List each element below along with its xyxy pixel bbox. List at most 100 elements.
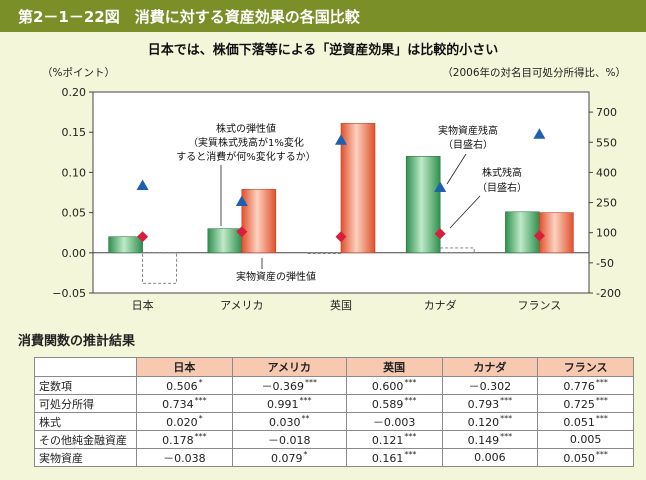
table-cell: 0.030** [231, 412, 347, 431]
table-title: 消費関数の推計結果 [18, 334, 136, 349]
annotation-real-asset-stock-axis: （目盛右） [443, 138, 493, 151]
bar-real-asset-elasticity [241, 188, 277, 254]
table-header-cell: カナダ [441, 357, 539, 377]
x-tick-label: フランス [518, 299, 562, 312]
bar-stock-elasticity [207, 228, 243, 254]
bar-real-asset-elasticity [340, 123, 376, 254]
significance-stars: * [198, 414, 203, 423]
table-cell: －0.003 [345, 412, 443, 431]
cell-value: －0.003 [372, 415, 416, 429]
significance-stars: ** [301, 414, 310, 423]
leader-real-asset-stock [446, 153, 467, 185]
figure-header-bar: 第2－1－22図 消費に対する資産効果の各国比較 [0, 0, 646, 32]
table-row: 実物資産 －0.038 0.079* 0.161*** 0.006 0.050*** [34, 448, 634, 467]
table-header-cell: 英国 [345, 357, 443, 377]
row-label: 可処分所得 [34, 394, 137, 413]
cell-value: 0.734 [162, 398, 194, 411]
bar-stock-elasticity [306, 252, 342, 255]
cell-value: －0.038 [163, 451, 206, 465]
x-tick-label: アメリカ [220, 299, 263, 312]
marker-real-asset-stock [235, 195, 248, 207]
significance-stars: *** [500, 396, 513, 405]
row-label: その他純金融資産 [34, 430, 137, 449]
figure-title: 第2－1－22図 消費に対する資産効果の各国比較 [18, 8, 360, 26]
x-tick-label: カナダ [424, 298, 457, 312]
marker-stock-stock [434, 228, 446, 240]
significance-stars: *** [595, 378, 608, 387]
bar-stock-elasticity [405, 156, 441, 254]
significance-stars: *** [299, 396, 312, 405]
cell-value: 0.725 [563, 398, 595, 411]
marker-stock-stock [236, 226, 248, 238]
leader-stock-stock [449, 195, 481, 229]
y-tick-label-right: 700 [596, 106, 617, 119]
table-header-cell: アメリカ [231, 357, 347, 377]
y-tick-label-right: 250 [596, 197, 617, 210]
table-cell: 0.121*** [345, 430, 443, 449]
significance-stars: *** [404, 432, 417, 441]
y-tick-label-left: 0.15 [62, 126, 87, 139]
table-cell: 0.005 [537, 430, 634, 449]
bar-real-asset-elasticity [539, 212, 574, 254]
y-tick-label-right: -200 [596, 287, 621, 300]
bar-stock-elasticity [108, 236, 143, 254]
y-tick-label-left: 0.00 [62, 247, 87, 260]
table-cell: 0.149*** [441, 430, 539, 449]
significance-stars: *** [194, 396, 207, 405]
annotation-stock-elasticity-note2: すると消費が何%変化するか） [176, 150, 316, 163]
x-tick-label: 英国 [330, 298, 352, 312]
estimation-table: 日本 アメリカ 英国 カナダ フランス 定数項 0.506* －0.369*** 0.600*… [34, 357, 634, 467]
significance-stars: *** [500, 432, 513, 441]
significance-stars: *** [404, 378, 417, 387]
table-cell: 0.600*** [345, 376, 443, 395]
bar-stock-elasticity [505, 211, 540, 254]
table-cell: 0.991*** [231, 394, 347, 413]
table-row: その他純金融資産 0.178*** －0.018 0.121*** 0.149*** 0.… [34, 430, 634, 449]
marker-real-asset-stock [136, 179, 149, 190]
significance-stars: *** [500, 414, 513, 423]
row-label: 定数項 [34, 376, 137, 395]
table-cell: 0.051*** [537, 412, 634, 431]
cell-value: 0.776 [563, 380, 595, 393]
cell-value: 0.178 [162, 434, 194, 447]
table-cell: 0.079* [231, 448, 347, 467]
significance-stars: *** [404, 396, 417, 405]
table-header-cell: 日本 [136, 357, 233, 377]
row-label: 株式 [34, 412, 137, 431]
significance-stars: *** [194, 432, 207, 441]
cell-value: 0.589 [371, 398, 404, 411]
table-header-corner [34, 357, 137, 377]
table-cell: 0.734*** [136, 394, 233, 413]
significance-stars: *** [404, 450, 417, 459]
table-header-row: 日本 アメリカ 英国 カナダ フランス [34, 357, 634, 377]
cell-value: －0.369 [261, 379, 305, 393]
table-cell: 0.178*** [136, 430, 233, 449]
table-cell: 0.020* [136, 412, 233, 431]
y-tick-label-right: -50 [596, 257, 614, 270]
cell-value: 0.506 [166, 380, 198, 393]
table-cell: 0.161*** [345, 448, 443, 467]
significance-stars: *** [595, 450, 608, 459]
cell-value: 0.020 [166, 416, 198, 429]
y-tick-label-right: 550 [596, 136, 617, 149]
significance-stars: *** [595, 396, 608, 405]
cell-value: 0.006 [474, 451, 506, 464]
chart-title: 日本では、株価下落等による「逆資産効果」は比較的小さい [148, 42, 499, 58]
cell-value: －0.302 [468, 379, 512, 393]
cell-value: 0.050 [563, 452, 595, 465]
table-cell: 0.120*** [441, 412, 539, 431]
table-cell: 0.006 [441, 448, 539, 467]
marker-real-asset-stock [533, 128, 546, 139]
cell-value: 0.991 [267, 398, 299, 411]
chart: 日本では、株価下落等による「逆資産効果」は比較的小さい （%ポイント） （200… [42, 42, 626, 312]
cell-value: 0.149 [467, 434, 500, 447]
cell-value: 0.051 [563, 416, 595, 429]
annotation-stock-elasticity-note1: （実質株式残高が1%変化 [188, 136, 304, 149]
y-tick-label-right: 100 [596, 227, 617, 240]
y-tick-label-right: 400 [596, 166, 617, 179]
bar-real-asset-elasticity [142, 252, 178, 284]
marker-stock-stock [137, 231, 149, 243]
cell-value: －0.018 [268, 433, 311, 447]
table-header-cell: フランス [537, 357, 634, 377]
